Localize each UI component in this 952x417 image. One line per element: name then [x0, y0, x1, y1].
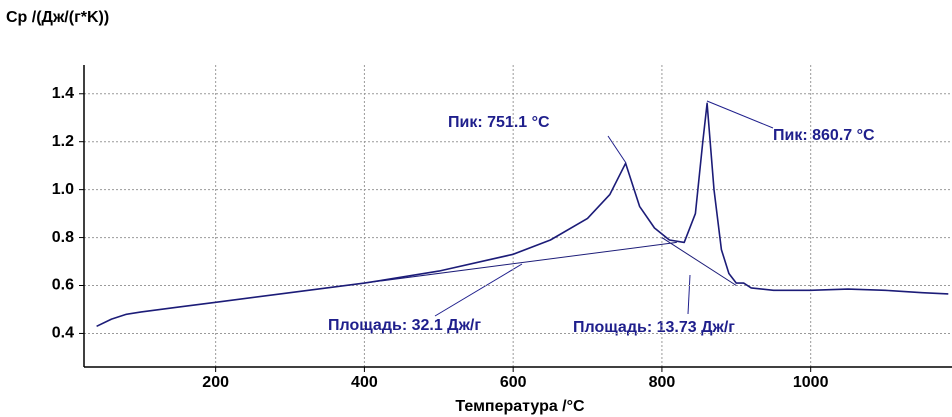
leader — [706, 100, 774, 129]
leader — [434, 263, 523, 317]
leader — [687, 274, 691, 315]
y-tick-label: 1.0 — [52, 181, 74, 198]
data-line — [96, 102, 949, 328]
x-tick-label: 200 — [202, 374, 229, 391]
leader — [607, 135, 627, 164]
y-tick-label: 1.2 — [52, 133, 74, 150]
annotation: Пик: 751.1 °C — [448, 114, 550, 131]
y-tick-label: 0.6 — [52, 277, 74, 294]
x-tick-label: 400 — [351, 374, 378, 391]
annotation: Площадь: 32.1 Дж/г — [328, 317, 481, 334]
y-tick-label: 0.4 — [52, 325, 74, 342]
x-tick-label: 800 — [649, 374, 676, 391]
annotation: Площадь: 13.73 Дж/г — [573, 319, 735, 336]
annotation: Пик: 860.7 °C — [773, 127, 875, 144]
x-tick-label: 1000 — [793, 374, 829, 391]
y-tick-label: 1.4 — [52, 85, 74, 102]
baseline — [364, 241, 677, 284]
x-axis-label: Температура /°C — [455, 398, 585, 415]
y-tick-label: 0.8 — [52, 229, 74, 246]
baseline — [661, 237, 737, 286]
x-tick-label: 600 — [500, 374, 527, 391]
y-axis-label: Cp /(Дж/(г*K)) — [6, 9, 109, 26]
